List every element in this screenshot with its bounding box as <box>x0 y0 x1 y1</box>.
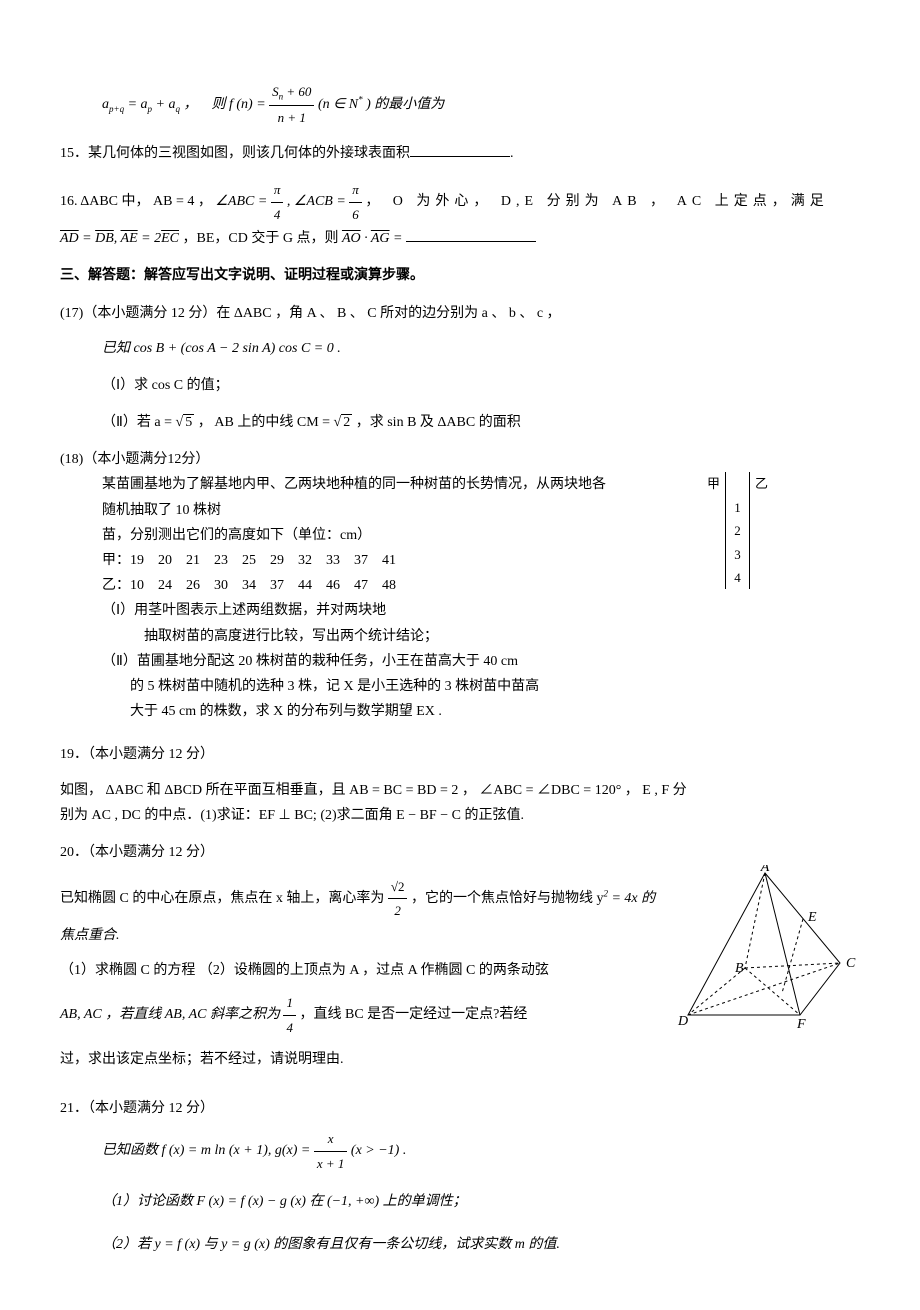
q19-l1: 如图， ΔABC 和 ΔBCD 所在平面互相垂直，且 AB = BC = BD … <box>60 778 860 803</box>
q18-l2: 苗，分别测出它们的高度如下（单位：cm） <box>102 523 616 548</box>
q20: 20．（本小题满分 12 分） A B C D E F <box>60 840 860 1072</box>
svg-text:A: A <box>760 865 770 875</box>
q21: 21．（本小题满分 12 分） 已知函数 f (x) = m ln (x + 1… <box>60 1096 860 1257</box>
q18-p2b: 的 5 株树苗中随机的选种 3 株，记 X 是小王选种的 3 株树苗中苗高 <box>102 674 616 699</box>
q18-jia: 甲：19 20 21 23 25 29 32 33 37 41 <box>102 548 616 573</box>
q16-blank <box>406 241 536 242</box>
q21-l1: 已知函数 f (x) = m ln (x + 1), g(x) = xx + 1… <box>60 1127 860 1175</box>
q15: 15．某几何体的三视图如图，则该几何体的外接球表面积. <box>60 141 860 166</box>
q17-given: 已知 cos B + (cos A − 2 sin A) cos C = 0 . <box>102 341 341 356</box>
q19-l2: 别为 AC , DC 的中点．(1)求证：EF ⊥ BC; (2)求二面角 E … <box>60 803 860 828</box>
svg-text:C: C <box>846 956 856 971</box>
q18-p2a: （Ⅱ）苗圃基地分配这 20 株树苗的栽种任务，小王在苗高大于 40 cm <box>102 649 616 674</box>
svg-text:F: F <box>796 1017 806 1032</box>
q17-part1: （Ⅰ）求 cos C 的值； <box>60 373 860 398</box>
q17-head: (17)（本小题满分 12 分）在 ΔABC ，角 A 、 B 、 C 所对的边… <box>60 301 860 326</box>
q19-head: 19．（本小题满分 12 分） <box>60 742 860 767</box>
q18-p2c: 大于 45 cm 的株数，求 X 的分布列与数学期望 EX . <box>102 699 616 724</box>
q14-fragment: ap+q = ap + aq ， 则 f (n) = Sn + 60n + 1 … <box>60 80 860 129</box>
q15-blank <box>410 156 510 157</box>
section-3-header: 三、解答题：解答应写出文字说明、证明过程或演算步骤。 <box>60 263 860 288</box>
q14-expr: ap+q = ap + aq ， 则 f (n) = Sn + 60n + 1 … <box>102 97 444 112</box>
q20-head: 20．（本小题满分 12 分） <box>60 840 860 865</box>
svg-text:B: B <box>735 961 744 976</box>
q21-head: 21．（本小题满分 12 分） <box>60 1096 860 1121</box>
stem-leaf-diagram: 甲 乙 1 2 3 4 <box>616 472 860 589</box>
q16: 16. ΔABC 中， AB = 4 ， ∠ABC = π4 , ∠ACB = … <box>60 178 860 251</box>
q18-p1a: （Ⅰ）用茎叶图表示上述两组数据，并对两块地 <box>102 598 616 623</box>
tetrahedron-figure: A B C D E F <box>670 865 860 1049</box>
q18-yi: 乙：10 24 26 30 34 37 44 46 47 48 <box>102 573 616 598</box>
q17: (17)（本小题满分 12 分）在 ΔABC ，角 A 、 B 、 C 所对的边… <box>60 301 860 436</box>
q18-l1: 某苗圃基地为了解基地内甲、乙两块地种植的同一种树苗的长势情况，从两块地各随机抽取… <box>102 472 616 522</box>
q19: 19．（本小题满分 12 分） 如图， ΔABC 和 ΔBCD 所在平面互相垂直… <box>60 742 860 828</box>
q17-part2: （Ⅱ）若 a = 5 ， AB 上的中线 CM = 2 ，求 sin B 及 Δ… <box>60 410 860 435</box>
svg-text:E: E <box>807 910 817 925</box>
q21-l3: （2）若 y = f (x) 与 y = g (x) 的图象有且仅有一条公切线，… <box>60 1232 860 1257</box>
q21-l2: （1）讨论函数 F (x) = f (x) − g (x) 在 (−1, +∞)… <box>60 1189 860 1214</box>
svg-text:D: D <box>677 1014 688 1029</box>
q18-head: (18)（本小题满分12分） <box>60 447 860 472</box>
q18: (18)（本小题满分12分） 某苗圃基地为了解基地内甲、乙两块地种植的同一种树苗… <box>60 447 860 724</box>
q20-l4: 过，求出该定点坐标；若不经过，请说明理由. <box>60 1047 860 1072</box>
q18-p1b: 抽取树苗的高度进行比较，写出两个统计结论； <box>102 624 616 649</box>
